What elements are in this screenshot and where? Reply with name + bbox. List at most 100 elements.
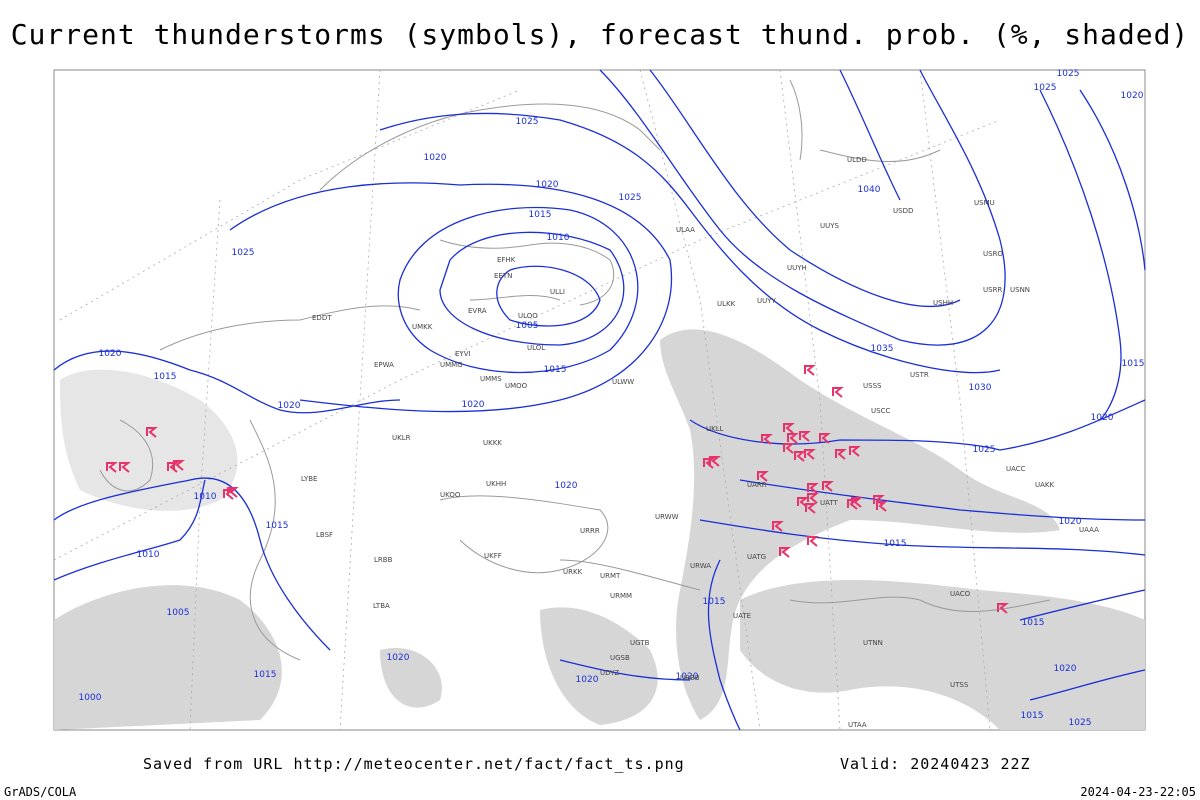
isobar-label: 1015 <box>1122 359 1145 369</box>
isobar-label: 1010 <box>194 492 217 502</box>
isobar-label: 1025 <box>619 193 642 203</box>
isobar-label: 1010 <box>137 550 160 560</box>
station-label: LRBB <box>374 556 393 564</box>
thunderstorm-symbol <box>805 503 817 514</box>
station-label: ULOO <box>518 312 538 320</box>
station-label: UTNN <box>863 639 883 647</box>
thunderstorm-symbol <box>783 423 795 434</box>
station-label: URRR <box>580 527 600 535</box>
shade-area <box>380 648 442 708</box>
thunderstorm-symbol <box>876 501 888 512</box>
isobar-label: 1015 <box>703 597 726 607</box>
isobar-label: 1015 <box>884 539 907 549</box>
isobar-label: 1025 <box>516 117 539 127</box>
station-label: LYBE <box>301 475 317 483</box>
thunderstorm-symbol <box>835 449 847 460</box>
thunderstorm-symbol <box>227 487 239 498</box>
station-label: UKKK <box>483 439 502 447</box>
isobar-label: 1015 <box>154 372 177 382</box>
station-label: UGTB <box>630 639 650 647</box>
isobar-label: 1015 <box>529 210 552 220</box>
station-label: UBBB <box>680 674 700 682</box>
station-label: LTBA <box>373 602 390 610</box>
thunderstorm-symbol <box>709 456 721 467</box>
station-label: UATT <box>820 499 839 507</box>
isobar-label: 1020 <box>536 180 559 190</box>
station-label: UAAA <box>1079 526 1099 534</box>
station-label: UAKK <box>1035 481 1055 489</box>
station-label: UTSS <box>950 681 969 689</box>
isobar-label: 1020 <box>555 481 578 491</box>
thunderstorm-symbol <box>772 521 784 532</box>
thunderstorm-symbol <box>807 493 819 504</box>
thunderstorm-symbol <box>794 451 806 462</box>
thunderstorm-symbol <box>787 433 799 444</box>
thunderstorm-symbol <box>797 497 809 508</box>
isobar-label: 1015 <box>1022 618 1045 628</box>
isobar-label: 1015 <box>1021 711 1044 721</box>
station-label: UKLR <box>392 434 411 442</box>
thunderstorm-symbol <box>807 536 819 547</box>
thunderstorm-symbol <box>851 497 863 508</box>
thunderstorm-symbol <box>173 460 185 471</box>
isobar-label: 1020 <box>1054 664 1077 674</box>
thunderstorm-symbol <box>822 481 834 492</box>
isobar-label: 1020 <box>462 400 485 410</box>
station-label: UMMS <box>480 375 502 383</box>
station-label: UDYZ <box>600 669 619 677</box>
isobar-label: 1005 <box>167 608 190 618</box>
station-label: USNN <box>1010 286 1030 294</box>
thunderstorm-symbol <box>757 471 769 482</box>
station-label: UUYY <box>757 297 777 305</box>
station-label: USDD <box>893 207 913 215</box>
station-label: URMM <box>610 592 632 600</box>
station-label: USCC <box>871 407 890 415</box>
thunderstorm-symbol <box>119 462 131 473</box>
station-label: UKHH <box>486 480 506 488</box>
shade-area <box>54 585 282 730</box>
isobar-label: 1020 <box>676 672 699 682</box>
station-label: UKLL <box>706 425 724 433</box>
isobar-label: 1020 <box>424 153 447 163</box>
station-label: ULAA <box>676 226 695 234</box>
map-title: Current thunderstorms (symbols), forecas… <box>11 18 1190 51</box>
isobar-label: 1025 <box>1034 83 1057 93</box>
station-label: UACO <box>950 590 971 598</box>
thunderstorm-symbol <box>804 365 816 376</box>
station-label: EPWA <box>374 361 394 369</box>
shade-area <box>660 329 1060 720</box>
isobar-label: 1010 <box>547 233 570 243</box>
isobar-label: 1020 <box>278 401 301 411</box>
thunderstorm-symbol <box>799 431 811 442</box>
source-url: Saved from URL http://meteocenter.net/fa… <box>143 755 685 773</box>
isobar-label: 1005 <box>516 321 539 331</box>
station-label: USTR <box>910 371 929 379</box>
coastlines <box>99 79 1051 661</box>
station-label: EETN <box>494 272 512 280</box>
isobar-label: 1020 <box>99 349 122 359</box>
isobar-label: 1015 <box>544 365 567 375</box>
station-label: USSS <box>863 382 882 390</box>
station-label: URMT <box>600 572 621 580</box>
station-label: LBSF <box>316 531 333 539</box>
isobar-label: 1015 <box>254 670 277 680</box>
station-label: UARR <box>747 481 767 489</box>
isobar-label: 1040 <box>858 185 881 195</box>
station-label: UACC <box>1006 465 1026 473</box>
station-label: UTAA <box>848 721 867 729</box>
isobar-label: 1025 <box>973 445 996 455</box>
station-label: EYVI <box>455 350 471 358</box>
station-label: URWW <box>655 513 679 521</box>
thunderstorm-symbol <box>804 449 816 460</box>
station-label: EFHK <box>497 256 516 264</box>
isobar-label: 1020 <box>576 675 599 685</box>
thunderstorm-symbol <box>146 427 158 438</box>
station-label: ULWW <box>612 378 634 386</box>
isobar-label: 1015 <box>266 521 289 531</box>
station-label: UMMG <box>440 361 463 369</box>
station-label: ULOL <box>527 344 545 352</box>
station-label: URKK <box>563 568 583 576</box>
station-label: USMU <box>974 199 995 207</box>
isobar-label: 1000 <box>79 693 102 703</box>
